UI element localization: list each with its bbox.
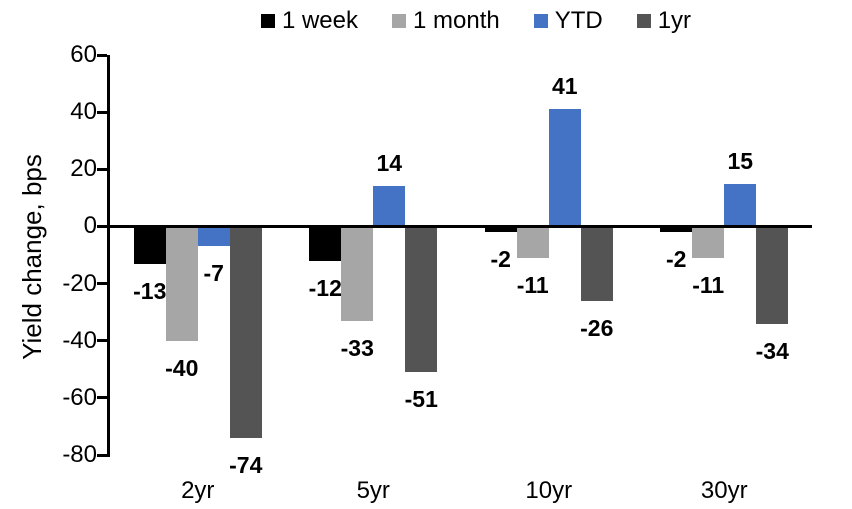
bar-1-week-5yr: [309, 226, 342, 261]
bar-1-week-10yr: [484, 226, 517, 233]
value-label: -26: [580, 314, 614, 341]
value-label: -2: [666, 246, 687, 273]
bar-1-month-30yr: [692, 226, 725, 258]
value-label: -11: [516, 271, 549, 298]
legend-item-1-week: 1 week: [260, 7, 358, 34]
value-label: -7: [203, 260, 224, 287]
legend-label: 1 week: [281, 7, 358, 34]
x-axis-category-label: 10yr: [525, 477, 573, 504]
value-label: -40: [165, 354, 199, 381]
bar-1-month-10yr: [516, 226, 549, 258]
y-axis-tick: [97, 282, 107, 286]
y-axis-tick-label: -60: [62, 383, 97, 411]
legend-swatch-icon: [391, 14, 406, 29]
value-label: -34: [755, 337, 789, 364]
y-axis-tick-label: 40: [70, 98, 97, 126]
bar-1yr-2yr: [229, 226, 262, 438]
value-label: 15: [727, 147, 754, 174]
y-axis-tick: [97, 110, 107, 114]
value-label: -51: [404, 386, 438, 413]
y-axis-tick-label: -80: [62, 441, 97, 468]
bar-1-week-30yr: [660, 226, 693, 233]
value-label: -13: [133, 277, 167, 304]
legend-label: 1yr: [657, 7, 692, 34]
legend-swatch-icon: [636, 14, 651, 29]
value-label: -11: [692, 271, 725, 298]
y-axis-tick: [97, 167, 107, 171]
bar-YTD-2yr: [197, 226, 230, 247]
y-axis-tick-label: -20: [62, 269, 97, 297]
bar-1-month-2yr: [165, 226, 198, 341]
y-axis-tick: [97, 224, 107, 228]
legend-swatch-icon: [260, 14, 275, 29]
value-label: -2: [490, 246, 511, 273]
bar-YTD-30yr: [724, 183, 757, 227]
y-axis-tick-label: 20: [70, 155, 97, 183]
value-label: 41: [551, 73, 578, 100]
y-axis-tick-label: 0: [83, 212, 97, 240]
y-axis-tick: [97, 453, 107, 457]
bar-1-month-5yr: [341, 226, 374, 321]
y-axis-title: Yield change, bps: [17, 154, 47, 360]
legend-label: 1 month: [412, 7, 500, 34]
legend-item-1yr: 1yr: [636, 7, 692, 34]
value-label: -33: [340, 334, 374, 361]
legend-item-YTD: YTD: [533, 7, 603, 34]
bar-YTD-10yr: [548, 109, 581, 227]
bar-1yr-10yr: [580, 226, 613, 301]
y-axis-tick-label: 60: [70, 41, 97, 68]
x-axis-category-label: 5yr: [356, 477, 390, 504]
value-label: -74: [229, 451, 263, 478]
legend-label: YTD: [554, 7, 603, 34]
bar-1yr-30yr: [756, 226, 789, 324]
x-axis-category-label: 30yr: [700, 477, 748, 504]
bar-1-week-2yr: [133, 226, 166, 264]
y-axis-tick: [97, 53, 107, 57]
value-label: 14: [376, 150, 403, 177]
y-axis-line: [107, 55, 110, 457]
legend-swatch-icon: [533, 14, 548, 29]
x-axis-category-label: 2yr: [181, 477, 215, 504]
chart-legend: 1 week 1 month YTD 1yr: [120, 7, 832, 34]
legend-item-1-month: 1 month: [391, 7, 500, 34]
zero-baseline: [110, 224, 812, 228]
y-axis-tick: [97, 396, 107, 400]
bar-1yr-5yr: [405, 226, 438, 373]
bar-YTD-5yr: [373, 186, 406, 227]
y-axis-tick-label: -40: [62, 326, 97, 354]
y-axis-tick: [97, 339, 107, 343]
value-label: -12: [308, 274, 342, 301]
